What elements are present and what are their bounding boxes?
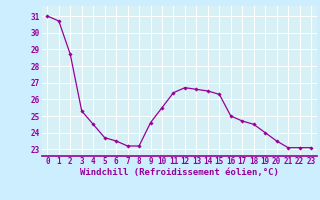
X-axis label: Windchill (Refroidissement éolien,°C): Windchill (Refroidissement éolien,°C): [80, 168, 279, 177]
